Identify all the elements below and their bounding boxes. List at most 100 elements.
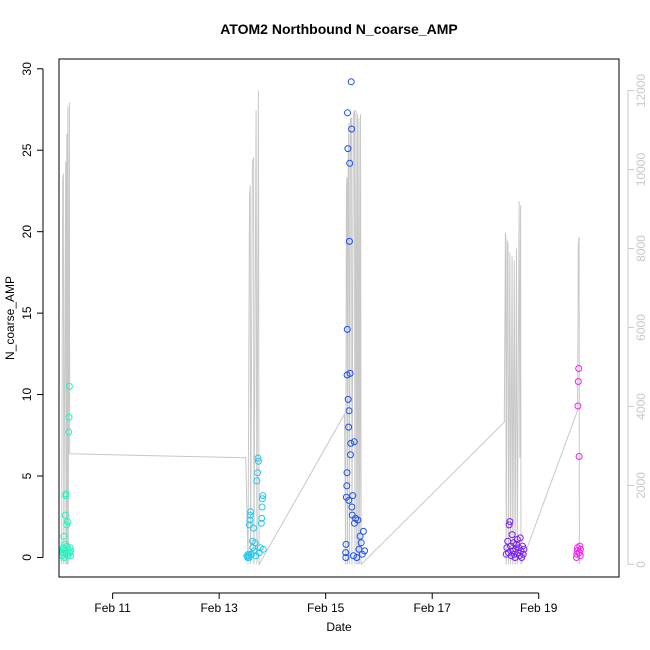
data-point	[254, 457, 262, 465]
x-tick-label: Feb 17	[414, 601, 452, 615]
gray-series-line	[61, 90, 580, 567]
data-point	[343, 482, 351, 490]
data-point	[348, 125, 356, 133]
data-point	[345, 496, 353, 504]
data-point	[575, 365, 583, 372]
data-point	[65, 382, 73, 390]
y-tick-label: 5	[20, 472, 34, 479]
data-point	[503, 544, 511, 552]
data-point	[250, 524, 258, 532]
data-point	[251, 539, 259, 547]
data-point	[353, 554, 361, 561]
data-point	[250, 547, 258, 555]
data-point	[342, 549, 350, 557]
data-point	[574, 378, 582, 385]
data-point	[516, 552, 523, 560]
y2-tick-label: 2000	[634, 472, 648, 499]
y-tick-label: 15	[20, 306, 34, 320]
data-point	[519, 550, 527, 558]
data-point	[66, 544, 74, 552]
data-point	[63, 521, 71, 529]
y2-tick-label: 0	[634, 561, 648, 568]
data-point	[259, 545, 267, 553]
data-point	[61, 540, 69, 548]
chart-title: ATOM2 Northbound N_coarse_AMP	[220, 21, 458, 37]
y-tick-label: 20	[20, 225, 34, 239]
data-point	[344, 395, 352, 403]
data-point	[349, 492, 357, 500]
data-point	[258, 514, 266, 522]
y-tick-label: 10	[20, 388, 34, 402]
data-point	[62, 490, 70, 498]
data-point	[257, 519, 265, 527]
x-tick-label: Feb 11	[94, 601, 131, 615]
points-layer	[58, 78, 584, 561]
x-axis-label: Date	[326, 620, 352, 634]
data-point	[254, 454, 262, 462]
data-point	[350, 438, 358, 446]
data-point	[518, 554, 526, 561]
data-point	[344, 145, 352, 153]
data-point	[259, 492, 267, 500]
data-point	[346, 159, 354, 167]
data-point	[64, 518, 71, 526]
y-tick-label: 30	[20, 62, 34, 76]
data-point	[60, 532, 68, 540]
y-tick-label: 25	[20, 143, 34, 157]
data-point	[359, 527, 367, 535]
data-point	[254, 469, 262, 477]
data-point	[361, 547, 368, 555]
axes-layer: 0 5 10 15 20 25 30 Feb 11 Feb 13 Feb 15 Feb 17 Feb …	[20, 62, 648, 615]
data-point	[258, 495, 266, 503]
data-point	[66, 549, 74, 557]
data-point	[575, 453, 583, 460]
data-point	[505, 521, 513, 529]
data-point	[347, 78, 355, 86]
data-point	[247, 508, 255, 516]
data-point	[508, 531, 516, 539]
y-tick-label: 0	[20, 554, 34, 561]
data-point	[343, 469, 351, 477]
data-point	[246, 516, 254, 524]
data-point	[65, 413, 73, 421]
data-point	[62, 550, 70, 558]
data-point	[344, 109, 351, 117]
x-tick-label: Feb 15	[307, 601, 345, 615]
data-point	[348, 503, 356, 511]
x-tick-label: Feb 19	[520, 601, 558, 615]
data-point	[356, 532, 364, 540]
data-point	[246, 511, 254, 519]
data-point	[506, 518, 514, 526]
data-point	[67, 547, 75, 555]
data-point	[345, 423, 353, 431]
data-point	[576, 542, 584, 550]
gray-line-layer	[61, 90, 580, 567]
data-point	[347, 439, 355, 447]
y2-tick-label: 8000	[634, 235, 648, 262]
data-point	[346, 369, 354, 377]
data-point	[519, 542, 526, 550]
data-point	[576, 552, 584, 560]
data-point	[343, 325, 351, 333]
data-point	[67, 552, 74, 560]
data-point	[357, 539, 365, 547]
data-point	[342, 540, 350, 548]
y-axis-label: N_coarse_AMP	[3, 276, 17, 360]
data-point	[345, 237, 353, 245]
data-point	[349, 552, 357, 560]
data-point	[520, 545, 528, 553]
data-point	[59, 544, 67, 552]
data-point	[345, 407, 353, 415]
data-point	[59, 550, 67, 558]
data-point	[516, 534, 524, 542]
data-point	[258, 503, 266, 511]
data-point	[577, 545, 584, 553]
data-point	[61, 511, 69, 519]
data-point	[574, 402, 582, 410]
data-point	[65, 428, 73, 436]
y2-tick-label: 6000	[634, 314, 648, 341]
x-tick-label: Feb 13	[200, 601, 238, 615]
data-point	[347, 451, 354, 459]
